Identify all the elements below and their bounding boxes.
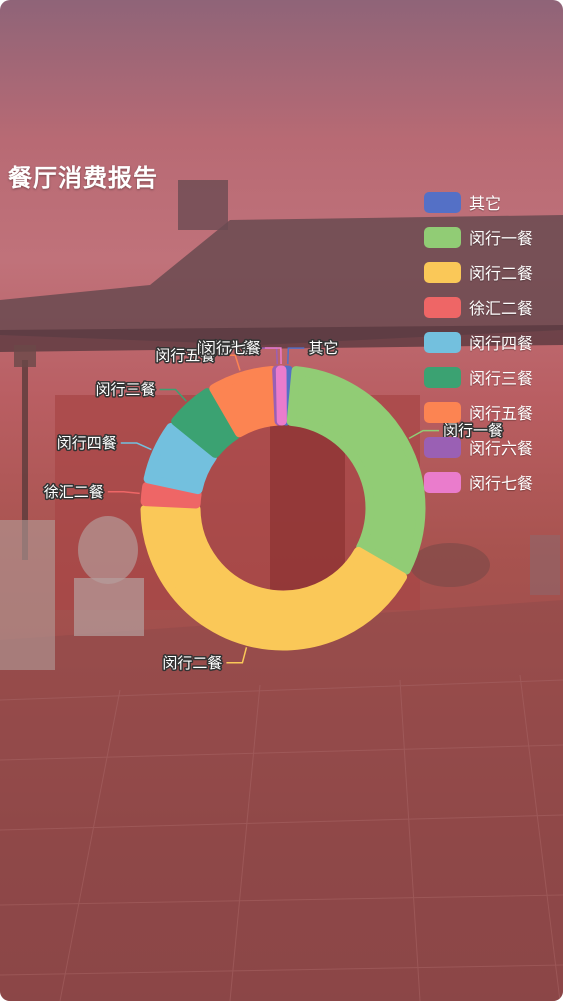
legend-item[interactable]: 闵行六餐 — [424, 435, 559, 459]
legend-item[interactable]: 闵行一餐 — [424, 225, 559, 249]
legend-label: 闵行四餐 — [469, 334, 534, 353]
legend-swatch — [424, 191, 461, 213]
legend-item[interactable]: 徐汇二餐 — [424, 295, 559, 319]
legend-label: 闵行六餐 — [469, 439, 534, 458]
legend-item[interactable]: 闵行四餐 — [424, 330, 559, 354]
label-leader-line — [287, 347, 305, 365]
label-leader-line — [107, 491, 140, 495]
legend-item[interactable]: 其它 — [424, 190, 559, 214]
slice-label: 闵行五餐 — [155, 346, 215, 364]
donut-slice[interactable] — [275, 365, 287, 426]
legend-label: 闵行三餐 — [469, 369, 534, 388]
donut-slice[interactable] — [171, 388, 240, 458]
donut-slice[interactable] — [140, 504, 408, 651]
legend-swatch — [424, 296, 461, 318]
label-leader-line — [219, 354, 241, 371]
donut-slice[interactable] — [209, 365, 281, 438]
legend-label: 其它 — [469, 194, 502, 213]
label-leader-line — [264, 347, 282, 365]
legend-label: 闵行二餐 — [469, 264, 534, 283]
slice-label: 闵行二餐 — [162, 654, 222, 672]
slice-label: 闵行七餐 — [201, 339, 261, 357]
label-leader-line — [226, 647, 248, 664]
donut-slice[interactable] — [143, 422, 217, 495]
legend-item[interactable]: 闵行五餐 — [424, 400, 559, 424]
legend-swatch — [424, 401, 461, 423]
donut-slice[interactable] — [140, 481, 202, 509]
chart-legend: 其它 闵行一餐 闵行二餐 徐汇二餐 闵行四餐 闵行三餐 闵行五餐 闵行六餐 闵行七餐 — [424, 190, 559, 505]
slice-label: 其它 — [308, 339, 338, 357]
slice-label: 闵行一餐 — [443, 422, 503, 440]
slice-label: 徐汇二餐 — [44, 483, 104, 501]
legend-swatch — [424, 331, 461, 353]
legend-label: 徐汇二餐 — [469, 299, 534, 318]
legend-label: 闵行七餐 — [469, 474, 534, 493]
page-title: 餐厅消费报告 — [8, 164, 158, 192]
donut-slice[interactable] — [286, 366, 426, 575]
slice-label: 闵行四餐 — [57, 434, 117, 452]
legend-item[interactable]: 闵行二餐 — [424, 260, 559, 284]
legend-label: 闵行一餐 — [469, 229, 534, 248]
legend-item[interactable]: 闵行三餐 — [424, 365, 559, 389]
legend-label: 闵行五餐 — [469, 404, 534, 423]
label-leader-line — [260, 347, 278, 365]
label-leader-line — [120, 442, 152, 451]
slice-label: 闵行三餐 — [96, 380, 156, 398]
legend-swatch — [424, 261, 461, 283]
legend-swatch — [424, 226, 461, 248]
label-leader-line — [408, 429, 440, 440]
legend-swatch — [424, 366, 461, 388]
legend-swatch — [424, 436, 461, 458]
label-leader-line — [159, 388, 187, 402]
slice-label: 闵行六餐 — [197, 339, 257, 357]
legend-item[interactable]: 闵行七餐 — [424, 470, 559, 494]
legend-swatch — [424, 471, 461, 493]
